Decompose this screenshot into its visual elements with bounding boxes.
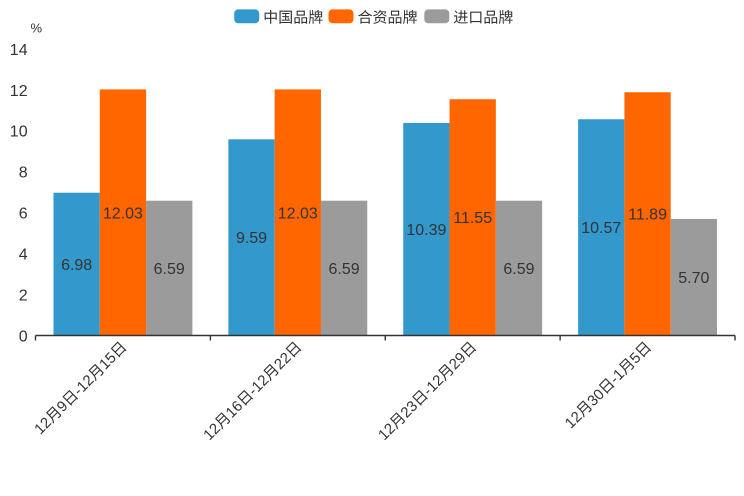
svg-text:9.59: 9.59 (236, 230, 267, 247)
svg-text:0: 0 (19, 328, 28, 345)
svg-text:10.57: 10.57 (581, 220, 621, 237)
svg-text:6.59: 6.59 (154, 261, 185, 278)
svg-text:12.03: 12.03 (103, 205, 143, 222)
svg-text:2: 2 (19, 287, 28, 304)
svg-text:%: % (31, 21, 43, 36)
svg-text:6.59: 6.59 (329, 261, 360, 278)
svg-text:11.55: 11.55 (453, 210, 492, 227)
svg-text:6: 6 (19, 206, 28, 223)
svg-text:12.03: 12.03 (278, 205, 318, 222)
svg-text:12: 12 (10, 83, 28, 100)
svg-text:5.70: 5.70 (678, 270, 709, 287)
svg-text:10.39: 10.39 (406, 222, 446, 239)
svg-text:4: 4 (19, 246, 28, 263)
svg-text:6.59: 6.59 (503, 261, 534, 278)
svg-text:8: 8 (19, 165, 28, 182)
svg-text:14: 14 (10, 42, 28, 59)
svg-text:10: 10 (10, 124, 28, 141)
svg-text:6.98: 6.98 (61, 257, 92, 274)
svg-text:11.89: 11.89 (628, 207, 667, 224)
